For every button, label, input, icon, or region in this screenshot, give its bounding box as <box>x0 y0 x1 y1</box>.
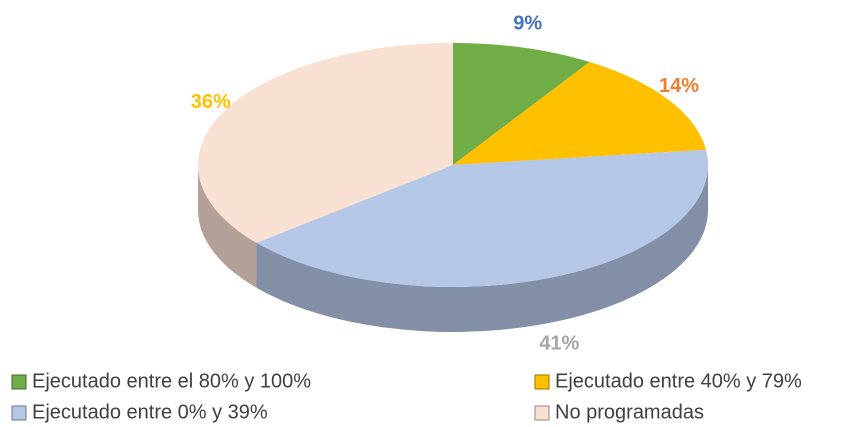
value-label: 41% <box>539 333 579 355</box>
legend-label: No programadas <box>555 401 704 423</box>
legend-marker <box>535 375 549 389</box>
chart: 9% 14% 41% 36% Ejecutado entre el 80% y 100%… <box>0 0 852 427</box>
legend-label: Ejecutado entre 40% y 79% <box>555 370 802 392</box>
legend-label: Ejecutado entre 0% y 39% <box>32 401 268 423</box>
value-label: 36% <box>191 91 231 113</box>
legend-marker <box>12 406 26 420</box>
legend-marker <box>12 375 26 389</box>
legend-marker <box>535 406 549 420</box>
legend-label: Ejecutado entre el 80% y 100% <box>32 370 311 392</box>
value-label: 9% <box>513 13 542 35</box>
value-label: 14% <box>659 75 699 97</box>
